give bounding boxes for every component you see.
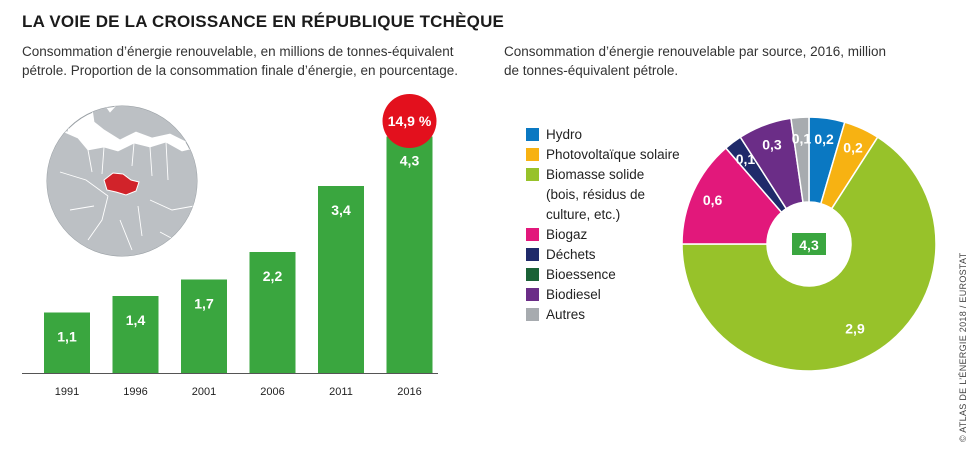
bar-value-label: 1,4 [126, 312, 146, 328]
map-land-uk [51, 106, 71, 133]
bar-2016 [386, 136, 433, 373]
legend-swatch [526, 248, 539, 261]
legend-item: Photovoltaïque solaire [526, 145, 736, 165]
legend-label: Biodiesel [546, 287, 601, 302]
legend-swatch [526, 168, 539, 181]
donut-slice-label: 0,2 [843, 140, 863, 156]
donut-slice-label: 0,1 [736, 151, 756, 167]
donut-slice-label: 0,6 [703, 192, 723, 208]
europe-locator-map [46, 105, 198, 257]
legend-swatch [526, 228, 539, 241]
map-land-main [47, 130, 197, 256]
legend-label: Photovoltaïque solaire [546, 147, 680, 162]
bar-chart-subtitle: Consommation d’énergie renouvelable, en … [22, 44, 459, 78]
legend-label: Autres [546, 307, 586, 322]
legend-label: Biomasse solide (bois, résidus de cultur… [546, 167, 646, 222]
legend-swatch [526, 308, 539, 321]
legend-label: Biogaz [546, 227, 588, 242]
donut-legend: Hydro Photovoltaïque solaire Biomasse soli… [526, 125, 736, 325]
bar-x-tick-label: 2006 [260, 386, 284, 398]
legend-label: Bioessence [546, 267, 616, 282]
donut-center-box [792, 233, 826, 255]
donut-slice-label: 0,1 [792, 130, 812, 146]
bar-1996 [112, 296, 159, 373]
legend-item: Hydro [526, 125, 736, 145]
legend-item: Bioessence [526, 265, 736, 285]
donut-center-label: 4,3 [799, 237, 819, 253]
bar-value-label: 1,7 [194, 296, 214, 312]
donut-slice [790, 116, 810, 204]
bar-x-tick-label: 2016 [397, 386, 421, 398]
bar-value-label: 1,1 [57, 329, 77, 345]
legend-item: Biodiesel [526, 285, 736, 305]
source-credit: © ATLAS DE L’ÉNERGIE 2018 / EUROSTAT [958, 252, 968, 443]
bar-x-tick-label: 2001 [192, 386, 216, 398]
bar-value-label: 2,2 [263, 268, 283, 284]
legend-label: Déchets [546, 247, 596, 262]
legend-item: Déchets [526, 245, 736, 265]
legend-swatch [526, 268, 539, 281]
donut-slice [681, 136, 937, 372]
donut-slice [681, 146, 783, 245]
legend-label: Hydro [546, 127, 583, 142]
legend-item: Biogaz [526, 225, 736, 245]
donut-slice-label: 0,3 [762, 137, 782, 153]
share-badge-label: 14,9 % [388, 113, 432, 129]
bar-value-label: 3,4 [331, 202, 351, 218]
chart-title: LA VOIE DE LA CROISSANCE EN RÉPUBLIQUE T… [22, 12, 505, 31]
czech-republic-shape [103, 172, 140, 196]
bar-x-tick-label: 1996 [123, 386, 147, 398]
donut-slice-label: 2,9 [845, 320, 865, 336]
share-badge-circle [382, 94, 437, 148]
bar-1991 [44, 312, 90, 373]
donut-slice-label: 0,2 [814, 131, 834, 147]
legend-swatch [526, 148, 539, 161]
bar-value-label: 4,3 [400, 153, 420, 169]
bar-x-tick-label: 1991 [55, 386, 79, 398]
legend-item: Biomasse solide (bois, résidus de cultur… [526, 165, 736, 225]
legend-swatch [526, 288, 539, 301]
bar-2011 [318, 186, 364, 373]
bar-2006 [249, 252, 296, 373]
donut-chart-subtitle: Consommation d’énergie renouvelable par … [504, 44, 886, 78]
bar-2001 [181, 279, 227, 373]
legend-swatch [526, 128, 539, 141]
bar-x-tick-label: 2011 [329, 386, 353, 398]
legend-item: Autres [526, 305, 736, 325]
